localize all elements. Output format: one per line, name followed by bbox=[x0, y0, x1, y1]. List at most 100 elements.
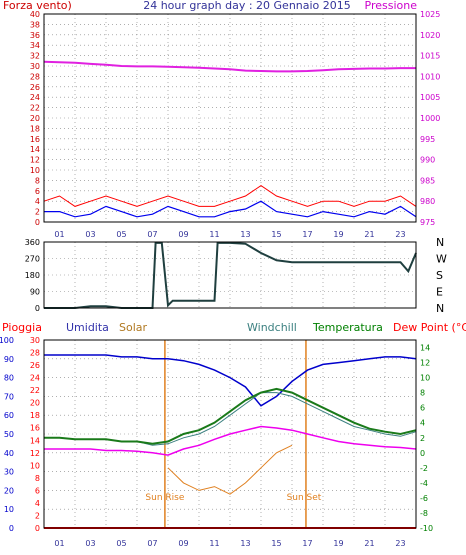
temperature-axis-tick: -2 bbox=[420, 464, 428, 473]
x-tick-label: 15 bbox=[271, 230, 281, 239]
pressure-axis-tick: 980 bbox=[420, 197, 435, 206]
humidity-axis-tick: 70 bbox=[4, 392, 14, 401]
humidity-axis-tick: 100 bbox=[0, 336, 14, 345]
rain-axis-tick: 14 bbox=[30, 436, 40, 445]
pressure-axis-ticks: 975 980 985 990 995 1000 1005 1010 1015 1020 1025 bbox=[420, 10, 440, 227]
humidity-axis-tick: 50 bbox=[4, 430, 14, 439]
rain-axis-tick: 6 bbox=[35, 486, 40, 495]
humidity-axis-tick: 80 bbox=[4, 374, 14, 383]
wind-axis-tick: 18 bbox=[30, 124, 40, 133]
rain-axis-tick: 0 bbox=[35, 524, 40, 533]
wind-avg-series bbox=[44, 200, 417, 218]
rain-axis-tick: 18 bbox=[30, 411, 40, 420]
temperature-axis-tick: -10 bbox=[420, 524, 433, 533]
wind-axis-tick: 20 bbox=[30, 114, 40, 123]
rain-axis-tick: 10 bbox=[30, 461, 40, 470]
rain-axis-tick: 26 bbox=[30, 361, 40, 370]
x-tick-label: 01 bbox=[54, 230, 64, 239]
rain-label: Pioggia bbox=[2, 321, 42, 334]
x-tick-label: 03 bbox=[85, 539, 95, 548]
wind-force-label: Forza vento) bbox=[3, 0, 72, 12]
rain-axis-tick: 4 bbox=[35, 499, 40, 508]
wind-axis-tick: 10 bbox=[30, 166, 40, 175]
temperature-axis-tick: 14 bbox=[420, 344, 430, 353]
chart-title: 24 hour graph day : 20 Gennaio 2015 bbox=[143, 0, 351, 12]
rain-axis-tick: 12 bbox=[30, 449, 40, 458]
panel3-frame bbox=[43, 339, 417, 529]
panel3-legend: Pioggia Umidita Solar Windchill Temperat… bbox=[2, 321, 466, 334]
humidity-axis-tick: 90 bbox=[4, 355, 14, 364]
x-tick-label: 07 bbox=[147, 539, 157, 548]
x-tick-label: 23 bbox=[395, 539, 405, 548]
x-tick-label: 15 bbox=[271, 539, 281, 548]
humidity-series bbox=[44, 354, 417, 407]
sunset-label: Sun Set bbox=[287, 493, 322, 503]
panel1-grid bbox=[44, 14, 416, 222]
temperature-axis-tick: -8 bbox=[420, 509, 428, 518]
sunrise-label: Sun Rise bbox=[145, 493, 184, 503]
direction-axis-tick: 270 bbox=[25, 255, 40, 264]
wind-axis-tick: 14 bbox=[30, 145, 40, 154]
humidity-axis-tick: 60 bbox=[4, 411, 14, 420]
compass-label: S bbox=[436, 269, 443, 282]
compass-label: N bbox=[436, 302, 444, 315]
windchill-label: Windchill bbox=[247, 321, 297, 334]
wind-axis-tick: 38 bbox=[30, 20, 40, 29]
wind-axis-tick: 16 bbox=[30, 135, 40, 144]
wind-axis-tick: 0 bbox=[35, 218, 40, 227]
humidity-axis-tick: 40 bbox=[4, 449, 14, 458]
direction-axis-ticks: 0 90 180 270 360 bbox=[25, 238, 40, 313]
temperature-axis-tick: 8 bbox=[420, 389, 425, 398]
panel2-grid bbox=[44, 242, 416, 308]
x-tick-label: 05 bbox=[116, 539, 126, 548]
temperature-axis-tick: 0 bbox=[420, 449, 425, 458]
humidity-axis-tick: 0 bbox=[9, 524, 14, 533]
wind-axis-tick: 8 bbox=[35, 176, 40, 185]
x-tick-label: 23 bbox=[395, 230, 405, 239]
pressure-axis-tick: 990 bbox=[420, 156, 435, 165]
wind-axis-tick: 40 bbox=[30, 10, 40, 19]
x-tick-label: 21 bbox=[364, 230, 374, 239]
x-tick-label: 09 bbox=[178, 230, 188, 239]
wind-axis-tick: 22 bbox=[30, 104, 40, 113]
rain-axis-tick: 16 bbox=[30, 424, 40, 433]
direction-axis-tick: 180 bbox=[25, 271, 40, 280]
temperature-axis-tick: 10 bbox=[420, 374, 430, 383]
temperature-axis-ticks: -10 -8 -6 -4 -2 0 2 4 6 8 10 12 14 bbox=[420, 344, 433, 533]
compass-label: N bbox=[436, 236, 444, 249]
direction-axis-tick: 90 bbox=[30, 288, 40, 297]
x-tick-label: 13 bbox=[240, 539, 250, 548]
wind-axis-tick: 36 bbox=[30, 31, 40, 40]
compass-label: E bbox=[436, 286, 443, 299]
wind-axis-tick: 30 bbox=[30, 62, 40, 71]
panel2-frame bbox=[43, 241, 417, 309]
temperature-axis-tick: 12 bbox=[420, 359, 430, 368]
pressure-label: Pressione bbox=[365, 0, 418, 12]
x-tick-label: 01 bbox=[54, 539, 64, 548]
x-tick-label: 19 bbox=[333, 230, 343, 239]
direction-axis-tick: 360 bbox=[25, 238, 40, 247]
x-tick-label: 11 bbox=[209, 539, 219, 548]
x-tick-label: 21 bbox=[364, 539, 374, 548]
solar-series bbox=[167, 444, 293, 495]
panel3-x-ticks: 01 03 05 07 09 11 13 15 17 19 21 23 bbox=[54, 539, 405, 548]
rain-axis-tick: 24 bbox=[30, 374, 40, 383]
dewpoint-series bbox=[44, 425, 417, 456]
pressure-axis-tick: 1000 bbox=[420, 114, 440, 123]
wind-axis-tick: 4 bbox=[35, 197, 40, 206]
pressure-axis-tick: 995 bbox=[420, 135, 435, 144]
pressure-axis-tick: 1020 bbox=[420, 31, 440, 40]
temperature-axis-tick: 4 bbox=[420, 419, 425, 428]
rain-axis-tick: 28 bbox=[30, 349, 40, 358]
x-tick-label: 05 bbox=[116, 230, 126, 239]
humidity-axis-ticks: 0 10 20 30 40 50 60 70 80 90 100 bbox=[0, 336, 14, 533]
direction-axis-tick: 0 bbox=[35, 304, 40, 313]
pressure-axis-tick: 1005 bbox=[420, 93, 440, 102]
humidity-label: Umidita bbox=[66, 321, 109, 334]
pressure-axis-tick: 975 bbox=[420, 218, 435, 227]
rain-axis-tick: 2 bbox=[35, 511, 40, 520]
wind-axis-tick: 2 bbox=[35, 208, 40, 217]
